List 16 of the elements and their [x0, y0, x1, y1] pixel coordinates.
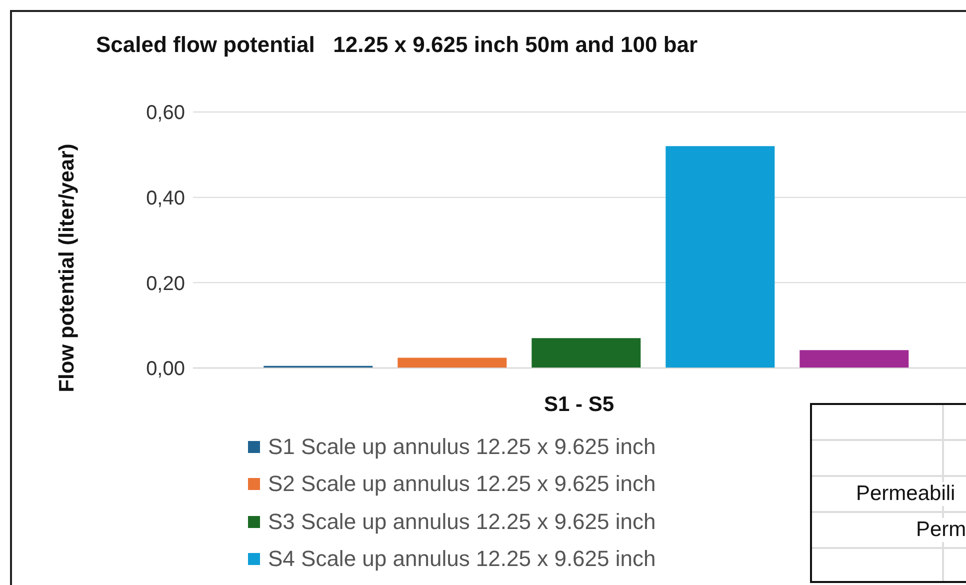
y-tick-label: 0,20 [146, 272, 185, 295]
x-axis-title: S1 - S5 [542, 393, 616, 417]
bar [532, 338, 641, 368]
legend-label: S4 Scale up annulus 12.25 x 9.625 inch [268, 546, 656, 572]
y-tick-label: 0,00 [146, 358, 185, 380]
table-fragment: Permeabili Perm [810, 403, 966, 583]
y-tick-label: 0,40 [146, 187, 185, 210]
y-tick-label: 0,60 [146, 102, 185, 124]
bar [666, 146, 775, 368]
legend-label: S2 Scale up annulus 12.25 x 9.625 inch [268, 471, 656, 498]
bar [800, 350, 909, 368]
bar [398, 358, 507, 368]
legend-label: S3 Scale up annulus 12.25 x 9.625 inch [268, 508, 656, 535]
legend-label: S1 Scale up annulus 12.25 x 9.625 inch [268, 434, 656, 460]
chart-title: Scaled flow potential 12.25 x 9.625 inch 50m and 100 bar [96, 32, 698, 58]
y-axis-title: Flow potential (liter/year) [55, 144, 79, 392]
